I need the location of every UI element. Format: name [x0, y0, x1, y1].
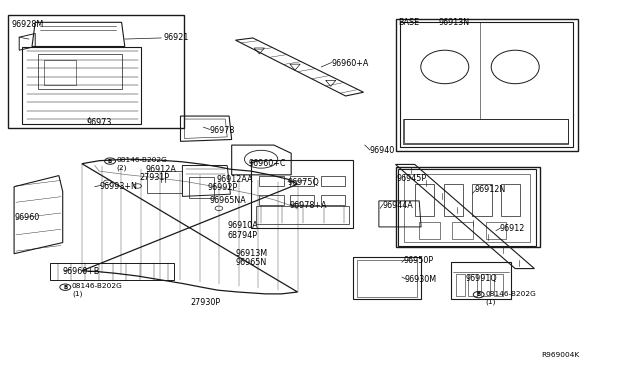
Text: 96913M: 96913M: [236, 249, 268, 258]
Text: 96978+A: 96978+A: [289, 201, 327, 210]
Bar: [321, 176, 345, 186]
Bar: [259, 195, 284, 205]
Bar: [404, 119, 568, 143]
Bar: [396, 167, 540, 247]
Bar: [8, 15, 184, 128]
Text: B: B: [477, 292, 481, 297]
Bar: [444, 184, 463, 216]
Text: 96910A: 96910A: [227, 221, 258, 230]
Text: 96930M: 96930M: [404, 275, 436, 284]
Bar: [419, 222, 440, 239]
Text: 08146-B202G: 08146-B202G: [485, 291, 536, 297]
Text: 96973: 96973: [86, 118, 112, 126]
Bar: [468, 274, 477, 296]
Text: 96960: 96960: [14, 213, 39, 222]
Text: 08146-B202G: 08146-B202G: [72, 283, 123, 289]
Text: 96975Q: 96975Q: [288, 178, 320, 187]
Text: 96965N: 96965N: [236, 258, 267, 267]
Text: 96945P: 96945P: [397, 174, 427, 183]
Text: 96991Q: 96991Q: [466, 274, 498, 283]
Text: 96912N: 96912N: [475, 185, 506, 194]
Bar: [456, 274, 465, 296]
Text: R969004K: R969004K: [541, 352, 579, 358]
Bar: [501, 184, 520, 216]
Bar: [290, 195, 314, 205]
Bar: [259, 176, 284, 186]
Bar: [147, 171, 182, 193]
Bar: [494, 274, 503, 296]
Bar: [415, 184, 434, 216]
Text: 08146-B202G: 08146-B202G: [116, 157, 168, 163]
Text: 96912AA: 96912AA: [216, 175, 253, 184]
Text: 96965NA: 96965NA: [210, 196, 246, 205]
Text: B: B: [63, 285, 67, 290]
Text: 68794P: 68794P: [227, 231, 257, 240]
Text: 96913N: 96913N: [438, 18, 470, 27]
Text: 27931P: 27931P: [140, 173, 170, 182]
Text: B: B: [108, 158, 112, 164]
Bar: [44, 60, 76, 85]
Bar: [472, 184, 492, 216]
Text: (1): (1): [72, 291, 83, 297]
Text: 96992P: 96992P: [208, 183, 238, 192]
Bar: [396, 19, 578, 151]
Text: 96993+N: 96993+N: [99, 182, 137, 190]
Text: 96921: 96921: [163, 33, 189, 42]
Bar: [189, 177, 214, 198]
Bar: [290, 176, 314, 186]
Text: 96978: 96978: [210, 126, 236, 135]
Text: 96912: 96912: [499, 224, 525, 233]
Bar: [481, 274, 490, 296]
Text: (1): (1): [485, 298, 496, 305]
Text: 96950P: 96950P: [403, 256, 433, 265]
Text: (2): (2): [116, 164, 127, 171]
Text: 96960+B: 96960+B: [63, 267, 100, 276]
Text: BASE: BASE: [398, 18, 419, 27]
Text: 96912A: 96912A: [146, 165, 177, 174]
Text: 96960+C: 96960+C: [248, 159, 286, 168]
Bar: [321, 195, 345, 205]
Text: 96928M: 96928M: [12, 20, 44, 29]
Bar: [256, 206, 349, 224]
Text: 27930P: 27930P: [191, 298, 221, 307]
Bar: [486, 222, 506, 239]
Bar: [38, 54, 122, 89]
Text: 96944A: 96944A: [383, 201, 413, 210]
Text: 96960+A: 96960+A: [332, 59, 369, 68]
Bar: [452, 222, 473, 239]
Text: 96940: 96940: [370, 146, 395, 155]
